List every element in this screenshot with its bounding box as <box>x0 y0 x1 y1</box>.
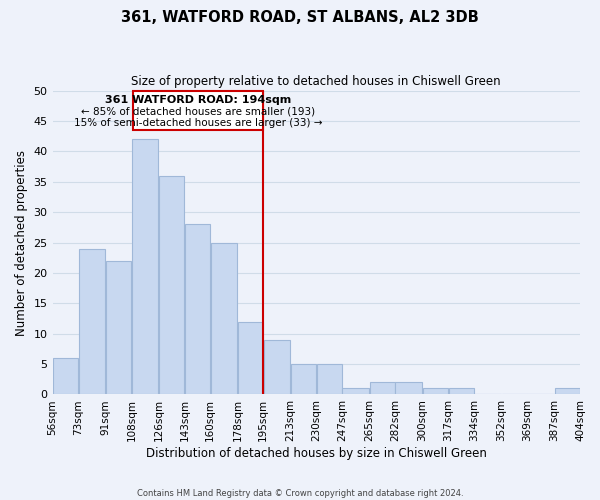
Y-axis label: Number of detached properties: Number of detached properties <box>15 150 28 336</box>
Text: ← 85% of detached houses are smaller (193): ← 85% of detached houses are smaller (19… <box>81 107 315 117</box>
Bar <box>106 260 131 394</box>
Bar <box>554 388 580 394</box>
Bar <box>291 364 316 394</box>
Bar <box>343 388 369 394</box>
Bar <box>159 176 184 394</box>
Bar <box>423 388 448 394</box>
Bar <box>449 388 473 394</box>
Bar <box>79 248 105 394</box>
Text: 15% of semi-detached houses are larger (33) →: 15% of semi-detached houses are larger (… <box>74 118 322 128</box>
Bar <box>53 358 78 395</box>
Bar <box>238 322 263 394</box>
Bar <box>395 382 422 394</box>
Text: 361 WATFORD ROAD: 194sqm: 361 WATFORD ROAD: 194sqm <box>105 95 291 105</box>
Bar <box>370 382 395 394</box>
Text: 361, WATFORD ROAD, ST ALBANS, AL2 3DB: 361, WATFORD ROAD, ST ALBANS, AL2 3DB <box>121 10 479 25</box>
Bar <box>132 139 158 394</box>
Bar <box>211 242 237 394</box>
Bar <box>317 364 341 394</box>
Bar <box>263 340 290 394</box>
Bar <box>185 224 210 394</box>
FancyBboxPatch shape <box>133 90 263 130</box>
Title: Size of property relative to detached houses in Chiswell Green: Size of property relative to detached ho… <box>131 75 501 88</box>
X-axis label: Distribution of detached houses by size in Chiswell Green: Distribution of detached houses by size … <box>146 447 487 460</box>
Text: Contains HM Land Registry data © Crown copyright and database right 2024.: Contains HM Land Registry data © Crown c… <box>137 488 463 498</box>
